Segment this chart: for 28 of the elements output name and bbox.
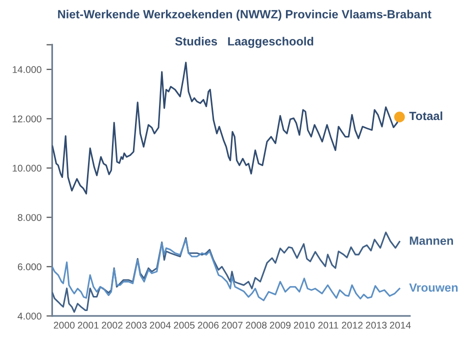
x-tick-label: 2008 — [246, 322, 267, 329]
series-label: Totaal — [409, 111, 442, 120]
x-tick-label: 2001 — [78, 322, 99, 329]
x-tick-label: 2012 — [342, 322, 363, 329]
x-tick-label: 2010 — [294, 322, 315, 329]
chart-subtitle: Studies Laaggeschoold — [175, 36, 314, 48]
x-tick-label: 2013 — [366, 322, 387, 329]
line-series — [52, 238, 400, 302]
line-series — [52, 232, 400, 313]
x-tick-label: 2009 — [270, 322, 291, 329]
y-tick-label: 10.000 — [12, 164, 42, 172]
x-tick-label: 2003 — [126, 322, 147, 329]
y-tick-label: 6.000 — [18, 263, 42, 270]
y-tick-label: 8.000 — [18, 214, 42, 221]
x-tick-label: 2006 — [198, 322, 219, 329]
x-tick-label: 2002 — [102, 322, 123, 329]
series-label: Vrouwen — [409, 284, 458, 292]
y-tick-label: 4.000 — [18, 312, 42, 320]
x-tick-label: 2005 — [174, 322, 195, 329]
x-tick-label: 2011 — [318, 322, 338, 329]
y-tick-label: 12.000 — [12, 115, 42, 122]
chart-title: Niet-Werkende Werkzoekenden (NWWZ) Provincie Vlaams-Brabant — [58, 10, 432, 21]
x-tick-label: 2004 — [150, 322, 171, 329]
y-tick-label: 14.000 — [12, 66, 42, 74]
series-label: Mannen — [410, 236, 453, 245]
x-tick-label: 2000 — [54, 322, 75, 329]
x-tick-label: 2007 — [222, 322, 243, 329]
x-tick-label: 2014 — [390, 322, 411, 329]
